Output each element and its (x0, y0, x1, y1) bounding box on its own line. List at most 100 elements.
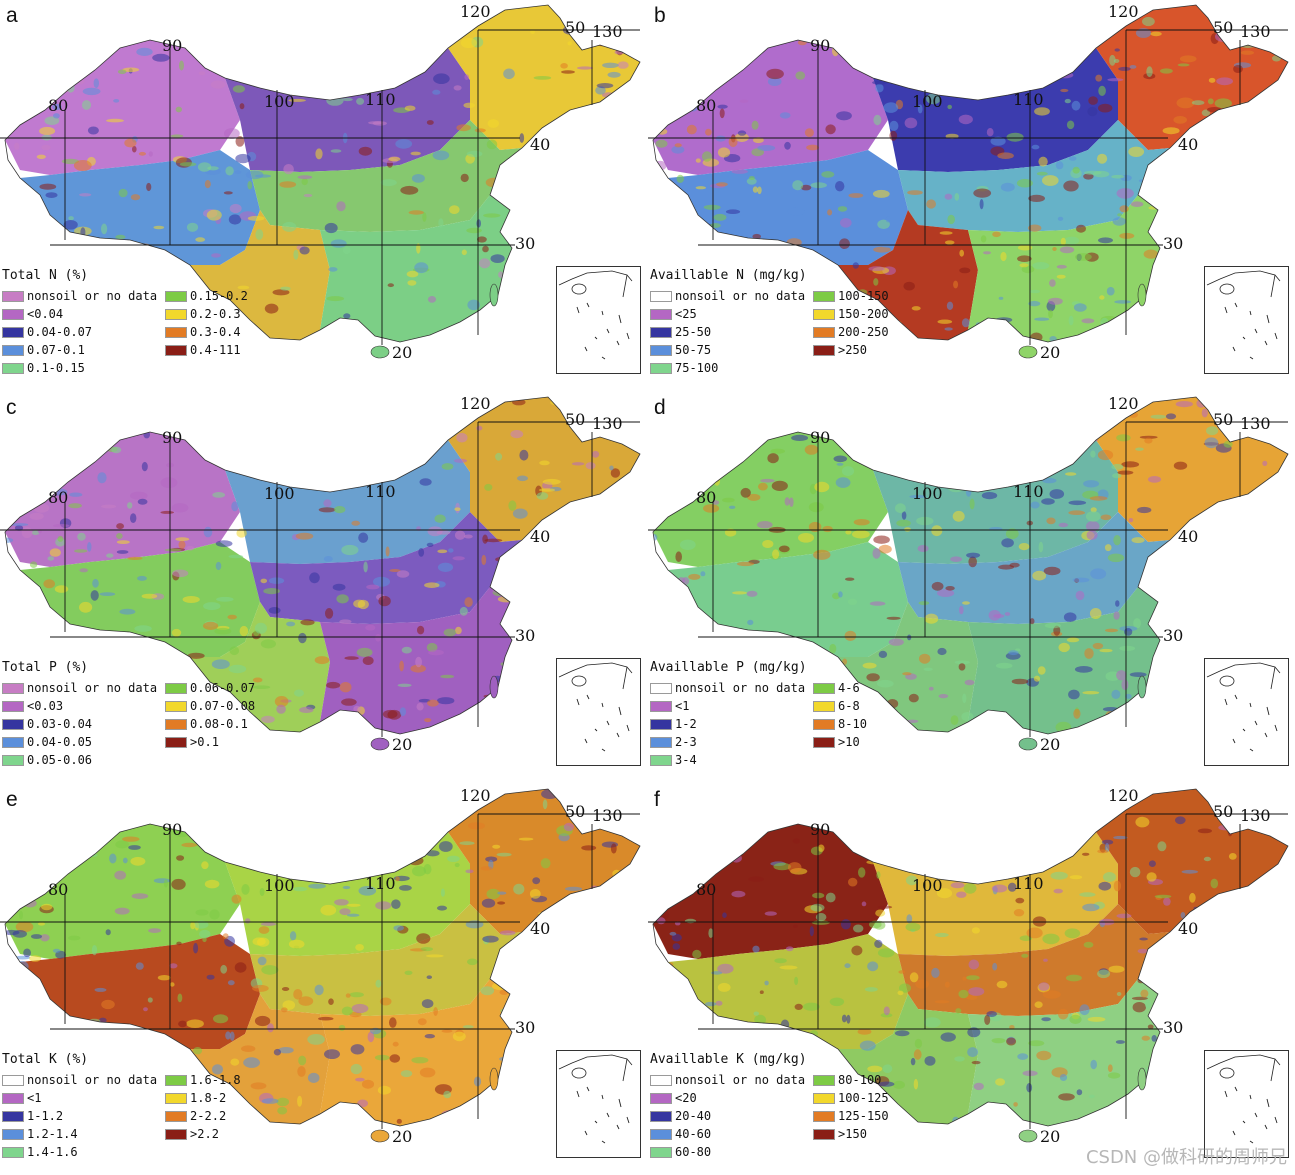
map-texture (1222, 970, 1229, 978)
map-texture (391, 899, 401, 909)
map-panel-f: f 80 90 100 110 120 130 50 40 30 20 Availlable K (m… (648, 784, 1295, 1175)
map-texture (449, 18, 458, 24)
map-texture (1116, 188, 1134, 199)
map-texture (513, 883, 525, 895)
map-texture (565, 575, 577, 586)
map-texture (227, 614, 237, 620)
map-texture (224, 411, 241, 417)
map-texture (1071, 846, 1076, 850)
map-texture (98, 1017, 107, 1023)
map-texture (579, 1031, 584, 1038)
legend-item: nonsoil or no data (650, 1071, 805, 1089)
map-texture (127, 556, 143, 560)
legend-item: 200-250 (813, 323, 889, 341)
map-texture (875, 83, 884, 93)
map-texture (550, 399, 563, 406)
map-texture (361, 1079, 375, 1089)
map-texture (237, 853, 249, 863)
map-texture (455, 626, 462, 635)
map-texture (614, 829, 625, 835)
map-texture (1147, 1024, 1154, 1030)
map-texture (388, 156, 401, 162)
map-texture (789, 497, 794, 507)
map-texture (81, 100, 92, 110)
map-texture (1129, 672, 1147, 677)
map-texture (810, 182, 827, 189)
map-texture (790, 417, 803, 427)
map-texture (928, 686, 934, 691)
map-texture (342, 97, 353, 102)
map-texture (861, 815, 869, 822)
map-texture (53, 73, 65, 79)
coord-label-lon100: 100 (912, 92, 943, 111)
map-texture (804, 444, 819, 455)
map-texture (1033, 430, 1046, 435)
map-texture (1267, 831, 1285, 835)
map-texture (211, 416, 228, 425)
map-texture (672, 943, 681, 950)
map-texture (347, 913, 360, 917)
map-texture (583, 578, 601, 585)
map-texture (12, 977, 30, 984)
map-texture (686, 124, 697, 135)
map-texture (966, 975, 980, 981)
map-texture (1135, 816, 1150, 828)
map-texture (1119, 232, 1135, 239)
map-texture (1173, 461, 1188, 470)
map-texture (118, 188, 128, 198)
map-texture (337, 849, 344, 853)
region-east (968, 979, 1160, 1126)
region-tibet (668, 542, 908, 657)
map-texture (116, 540, 130, 544)
legend-item: <1 (650, 697, 805, 715)
map-texture (1181, 231, 1199, 241)
map-texture (1147, 476, 1162, 483)
region-tibet (668, 150, 908, 265)
map-texture (1243, 909, 1249, 919)
map-texture (171, 628, 182, 637)
map-texture (676, 483, 681, 495)
map-texture (326, 95, 344, 106)
map-texture (137, 498, 148, 505)
map-texture (426, 975, 432, 979)
map-texture (193, 408, 205, 414)
map-texture (1004, 612, 1011, 616)
map-texture (1231, 602, 1247, 610)
legend-swatch (165, 326, 188, 338)
map-texture (178, 410, 185, 415)
map-texture (674, 143, 682, 148)
map-texture (229, 646, 240, 656)
coord-label-lon110: 110 (1013, 90, 1044, 109)
map-texture (622, 261, 633, 266)
south-china-sea-inset (556, 266, 641, 374)
map-texture (280, 286, 291, 291)
map-texture (971, 1060, 981, 1065)
legend-swatch (650, 718, 672, 730)
coord-label-lon80: 80 (48, 880, 69, 899)
coord-label-lat20: 20 (392, 343, 413, 362)
legend-swatch (2, 718, 24, 730)
map-texture (611, 1022, 629, 1026)
map-texture (700, 70, 716, 77)
region-central (250, 512, 522, 624)
map-texture (884, 24, 899, 36)
map-texture (935, 932, 949, 938)
map-texture (889, 130, 898, 141)
map-texture (940, 67, 955, 73)
map-texture (996, 980, 1008, 989)
map-texture (210, 80, 226, 89)
map-texture (840, 919, 851, 930)
map-texture (41, 144, 51, 151)
map-texture (206, 209, 222, 221)
map-texture (715, 135, 726, 142)
map-texture (591, 450, 600, 458)
map-texture (148, 151, 153, 157)
map-texture (1015, 868, 1028, 874)
legend-label: 0.2-0.3 (190, 307, 241, 321)
map-texture (151, 22, 158, 27)
map-texture (1160, 68, 1173, 74)
map-texture (683, 477, 701, 485)
map-texture (309, 865, 319, 871)
map-texture (42, 96, 48, 103)
map-texture (749, 176, 755, 180)
